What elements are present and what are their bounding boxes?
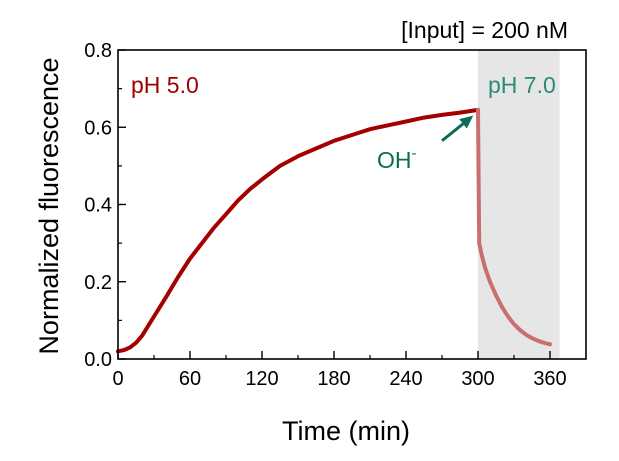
annotation-oh-arrowhead xyxy=(459,115,474,129)
annotation-ph-7: pH 7.0 xyxy=(488,72,556,98)
series-layer xyxy=(116,107,552,354)
y-tick-label: 0.2 xyxy=(84,272,112,294)
y-axis-title: Normalized fluorescence xyxy=(34,57,64,354)
x-tick-label: 300 xyxy=(461,368,494,390)
annotation-oh-arrow xyxy=(441,122,465,142)
chart-title: [Input] = 200 nM xyxy=(401,17,568,43)
x-axis-title: Time (min) xyxy=(282,416,410,446)
x-tick-label: 120 xyxy=(245,368,278,390)
x-tick-label: 60 xyxy=(179,368,201,390)
axis-ticks: 0 60 120 180 240 300 360 0.0 0.2 0.4 0.6 0.8 xyxy=(84,40,567,390)
x-tick-label: 180 xyxy=(317,368,350,390)
y-tick-label: 0.8 xyxy=(84,40,112,62)
annotation-ph-5: pH 5.0 xyxy=(131,72,199,98)
annotation-oh-superscript: - xyxy=(412,145,417,162)
series-line-2 xyxy=(476,107,552,347)
y-tick-label: 0.0 xyxy=(84,349,112,371)
y-tick-label: 0.4 xyxy=(84,195,112,217)
x-tick-label: 240 xyxy=(389,368,422,390)
series-line-1 xyxy=(116,107,480,354)
annotation-oh: OH- xyxy=(377,115,474,173)
x-tick-label: 0 xyxy=(112,368,123,390)
y-tick-label: 0.6 xyxy=(84,117,112,139)
annotation-oh-text: OH xyxy=(377,147,412,173)
x-tick-label: 360 xyxy=(533,368,566,390)
ph-7-shaded-region xyxy=(478,50,560,359)
annotation-oh-label: OH- xyxy=(377,145,417,173)
